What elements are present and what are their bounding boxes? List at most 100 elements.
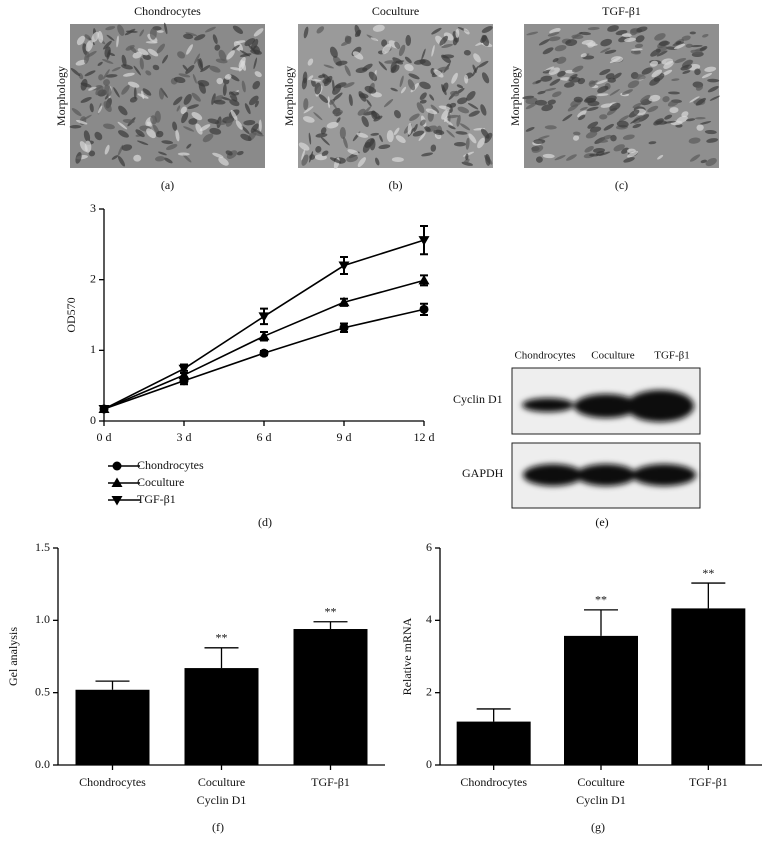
cell-texture (158, 151, 167, 156)
cell-texture (674, 57, 687, 64)
cell-texture (408, 73, 420, 80)
cell-texture (116, 35, 119, 48)
cell-texture (181, 112, 189, 124)
legend-label: TGF-β1 (137, 492, 176, 506)
cell-texture (480, 128, 490, 139)
cell-texture (166, 144, 178, 151)
cell-texture (253, 28, 264, 37)
cell-texture (235, 40, 246, 44)
y-tick-label: 0 (90, 413, 96, 427)
cell-texture (587, 121, 599, 129)
cell-texture (348, 94, 353, 107)
error-bar (313, 621, 348, 630)
cell-texture (183, 33, 194, 40)
cell-texture (390, 87, 398, 92)
cell-texture (419, 119, 426, 126)
cell-texture (76, 35, 85, 46)
cell-texture (187, 104, 199, 110)
cell-texture (303, 106, 314, 114)
cell-texture (344, 65, 351, 77)
cell-texture (542, 153, 555, 159)
cell-texture (688, 137, 701, 144)
cell-texture (103, 79, 110, 86)
cell-texture (413, 123, 418, 132)
cell-texture (593, 148, 606, 154)
bar (456, 721, 531, 765)
cell-texture (481, 26, 493, 34)
cell-texture (133, 154, 142, 162)
cell-texture (481, 72, 490, 84)
cell-texture (118, 130, 129, 138)
cell-texture (587, 100, 600, 107)
cell-texture (579, 106, 588, 111)
cell-texture (232, 25, 244, 34)
cell-texture (341, 40, 351, 46)
cell-texture (581, 39, 594, 45)
x-tick-label: Coculture (577, 775, 624, 789)
cell-texture (430, 104, 440, 114)
cell-texture (599, 69, 611, 76)
cell-texture (391, 157, 404, 163)
cell-texture (667, 99, 680, 107)
cell-texture (531, 145, 544, 153)
cell-texture (681, 111, 689, 118)
cell-texture (431, 27, 442, 35)
cell-texture (117, 121, 128, 130)
panel-title: Chondrocytes (134, 4, 201, 18)
cell-texture (398, 44, 406, 57)
cell-texture (371, 110, 378, 120)
cell-texture (191, 111, 203, 121)
cell-texture (382, 43, 392, 55)
cell-texture (700, 159, 707, 164)
cell-texture (139, 57, 144, 70)
cell-texture (230, 109, 238, 121)
marker (111, 477, 123, 487)
cell-texture (333, 92, 343, 101)
cell-texture (685, 43, 693, 48)
y-tick-label: 2 (426, 684, 432, 698)
cell-texture (547, 31, 560, 37)
cell-texture (598, 151, 611, 156)
cell-texture (690, 49, 703, 54)
y-axis-label: OD570 (64, 297, 78, 332)
legend-label: Coculture (137, 475, 184, 489)
cell-texture (554, 45, 567, 52)
cell-texture (466, 90, 476, 101)
cell-texture (121, 54, 127, 67)
cell-texture (244, 103, 251, 115)
cell-texture (680, 64, 693, 71)
cell-texture (238, 60, 246, 72)
x-tick-label: 12 d (414, 430, 435, 444)
cell-texture (132, 51, 142, 59)
cell-texture (212, 152, 224, 159)
micrograph: TGF-β1 Morphology (c) (508, 4, 720, 192)
cell-texture (457, 97, 468, 105)
y-tick-label: 4 (426, 612, 432, 626)
cell-texture (480, 104, 487, 116)
cell-texture (182, 64, 188, 71)
cell-texture (207, 118, 220, 124)
cell-texture (80, 78, 88, 91)
cell-texture (579, 31, 592, 36)
y-axis-label: Morphology (282, 66, 296, 126)
cell-texture (701, 72, 713, 79)
cell-texture (651, 69, 663, 78)
cell-texture (549, 78, 561, 86)
cell-texture (122, 119, 135, 124)
cell-texture (525, 127, 535, 132)
x-tick-label: 3 d (177, 430, 192, 444)
cell-texture (647, 105, 659, 113)
cell-texture (366, 99, 372, 107)
cell-texture (630, 48, 643, 51)
cell-texture (563, 82, 575, 88)
y-tick-label: 0 (426, 757, 432, 771)
cell-texture (704, 129, 717, 135)
cell-texture (589, 126, 602, 133)
cell-texture (329, 157, 341, 164)
cell-texture (156, 43, 166, 54)
cell-texture (318, 74, 326, 79)
cell-texture (468, 133, 477, 144)
cell-texture (429, 94, 435, 101)
marker (258, 312, 270, 322)
cell-texture (199, 57, 203, 68)
